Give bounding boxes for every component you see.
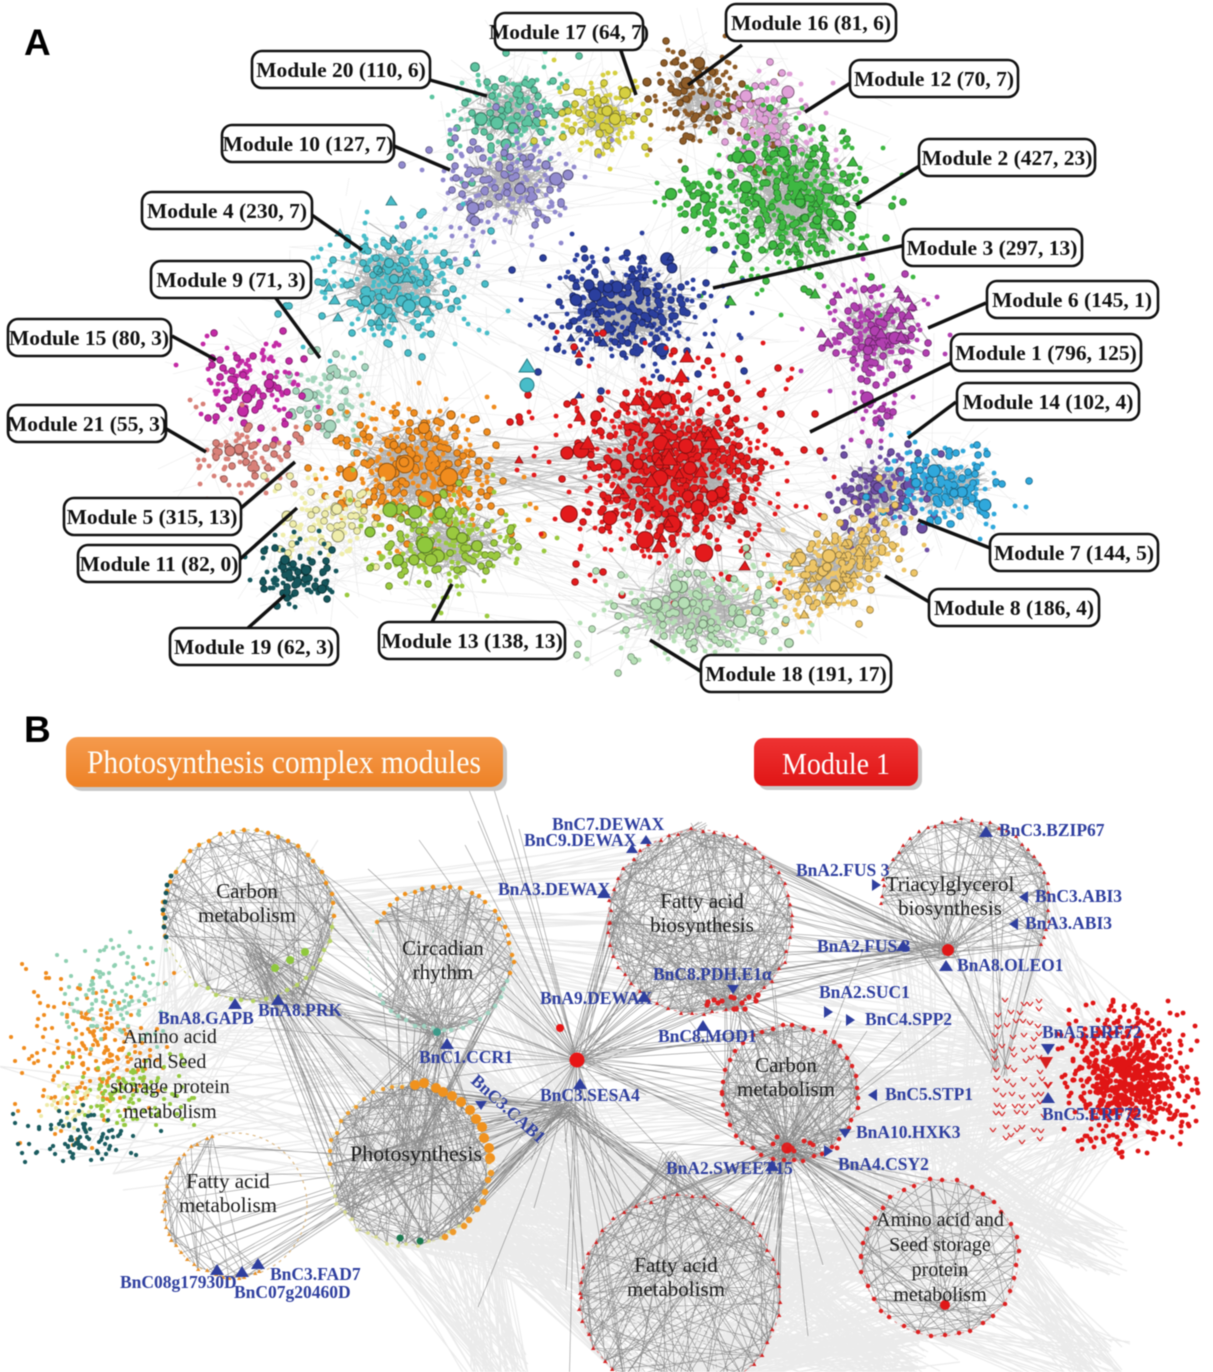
svg-text:BnA8.PRK: BnA8.PRK: [258, 1000, 342, 1020]
svg-text:Module 12 (70, 7): Module 12 (70, 7): [854, 67, 1014, 91]
svg-text:metabolism: metabolism: [123, 1101, 217, 1123]
svg-text:Module 11 (82, 0): Module 11 (82, 0): [80, 552, 239, 576]
svg-text:metabolism: metabolism: [627, 1277, 725, 1301]
svg-text:Carbon: Carbon: [216, 879, 278, 903]
svg-text:BnA3.DEWAX: BnA3.DEWAX: [498, 879, 611, 899]
svg-text:Carbon: Carbon: [755, 1053, 817, 1077]
svg-text:Module 17 (64, 7): Module 17 (64, 7): [489, 20, 649, 44]
svg-text:Fatty acid: Fatty acid: [634, 1253, 718, 1277]
svg-text:Circadian: Circadian: [402, 936, 484, 960]
svg-text:BnC8.MOD1: BnC8.MOD1: [658, 1026, 757, 1046]
svg-text:storage protein: storage protein: [110, 1076, 229, 1098]
svg-text:Seed storage: Seed storage: [889, 1234, 991, 1256]
svg-text:Module 5 (315, 13): Module 5 (315, 13): [67, 505, 238, 529]
svg-text:Module 13 (138, 13): Module 13 (138, 13): [381, 629, 563, 653]
svg-text:BnC3.SESA4: BnC3.SESA4: [540, 1085, 640, 1105]
svg-text:BnC1.CCR1: BnC1.CCR1: [419, 1047, 513, 1067]
svg-text:BnC5.STP1: BnC5.STP1: [885, 1084, 973, 1104]
svg-text:Module 14 (102, 4): Module 14 (102, 4): [963, 390, 1134, 414]
svg-text:Fatty acid: Fatty acid: [186, 1169, 270, 1193]
svg-text:Amino acid and: Amino acid and: [876, 1209, 1004, 1231]
svg-text:B: B: [24, 709, 51, 750]
svg-text:BnC3.FAD7: BnC3.FAD7: [270, 1264, 361, 1284]
svg-text:BnA2.FUS 3: BnA2.FUS 3: [796, 860, 890, 880]
svg-text:Module 8 (186, 4): Module 8 (186, 4): [934, 596, 1094, 620]
svg-text:BnA2.FUS 3: BnA2.FUS 3: [817, 936, 911, 956]
svg-text:BnA2.SUC1: BnA2.SUC1: [819, 982, 910, 1002]
svg-text:Module 2 (427, 23): Module 2 (427, 23): [922, 146, 1093, 170]
svg-text:BnC5.ERF72: BnC5.ERF72: [1042, 1104, 1142, 1124]
svg-text:metabolism: metabolism: [737, 1077, 835, 1101]
svg-text:BnC3.BZIP67: BnC3.BZIP67: [999, 820, 1105, 840]
svg-text:BnA8.GAPB: BnA8.GAPB: [158, 1008, 254, 1028]
svg-text:Module 20 (110, 6): Module 20 (110, 6): [256, 58, 426, 82]
svg-text:BnA3.ABI3: BnA3.ABI3: [1025, 913, 1112, 933]
svg-text:Amino acid: Amino acid: [123, 1026, 217, 1048]
svg-text:Module 4 (230, 7): Module 4 (230, 7): [147, 199, 307, 223]
svg-text:BnA10.HXK3: BnA10.HXK3: [856, 1122, 961, 1142]
svg-text:Module 19 (62, 3): Module 19 (62, 3): [174, 635, 334, 659]
svg-text:Module 7 (144, 5): Module 7 (144, 5): [994, 541, 1154, 565]
svg-text:BnC07g20460D: BnC07g20460D: [234, 1282, 351, 1302]
svg-text:Module 1 (796, 125): Module 1 (796, 125): [955, 341, 1137, 365]
svg-text:BnC7.DEWAX: BnC7.DEWAX: [552, 814, 665, 834]
svg-text:BnC8.PDH.E1α: BnC8.PDH.E1α: [653, 964, 772, 984]
svg-text:BnC3.ABI3: BnC3.ABI3: [1035, 886, 1122, 906]
svg-text:biosynthesis: biosynthesis: [650, 913, 754, 937]
svg-text:Module 18 (191, 17): Module 18 (191, 17): [705, 662, 887, 686]
svg-text:Fatty acid: Fatty acid: [660, 889, 744, 913]
svg-text:biosynthesis: biosynthesis: [898, 896, 1002, 920]
svg-text:BnA4.CSY2: BnA4.CSY2: [838, 1154, 929, 1174]
svg-text:Module 9 (71, 3): Module 9 (71, 3): [156, 268, 305, 292]
svg-text:BnC4.SPP2: BnC4.SPP2: [865, 1009, 952, 1029]
svg-text:metabolism: metabolism: [179, 1193, 277, 1217]
svg-text:BnA2.SWEET15: BnA2.SWEET15: [666, 1158, 793, 1178]
svg-text:Module 6 (145, 1): Module 6 (145, 1): [992, 288, 1152, 312]
svg-text:BnC08g17930D: BnC08g17930D: [120, 1272, 237, 1292]
svg-text:Module 15 (80, 3): Module 15 (80, 3): [9, 326, 169, 350]
svg-text:Photosynthesis: Photosynthesis: [350, 1141, 482, 1166]
svg-text:BnA5.ERF72: BnA5.ERF72: [1042, 1022, 1142, 1042]
svg-text:Module 16 (81, 6): Module 16 (81, 6): [731, 11, 891, 35]
svg-text:Triacylglycerol: Triacylglycerol: [886, 872, 1015, 896]
svg-text:protein: protein: [912, 1259, 969, 1281]
svg-text:BnA8.OLEO1: BnA8.OLEO1: [957, 955, 1064, 975]
svg-text:Module 1: Module 1: [782, 746, 890, 781]
svg-text:and Seed: and Seed: [134, 1051, 207, 1073]
svg-text:Module 3 (297, 13): Module 3 (297, 13): [907, 236, 1078, 260]
svg-text:A: A: [24, 22, 51, 63]
svg-text:Photosynthesis complex modules: Photosynthesis complex modules: [87, 745, 481, 781]
svg-text:rhythm: rhythm: [413, 960, 474, 984]
svg-text:Module 21 (55, 3): Module 21 (55, 3): [7, 412, 167, 436]
svg-text:metabolism: metabolism: [893, 1284, 987, 1306]
svg-text:BnC9.DEWAX: BnC9.DEWAX: [524, 830, 637, 850]
svg-text:Module 10 (127, 7): Module 10 (127, 7): [223, 132, 394, 156]
svg-text:BnA9.DEWAX: BnA9.DEWAX: [540, 988, 653, 1008]
svg-text:metabolism: metabolism: [198, 903, 296, 927]
